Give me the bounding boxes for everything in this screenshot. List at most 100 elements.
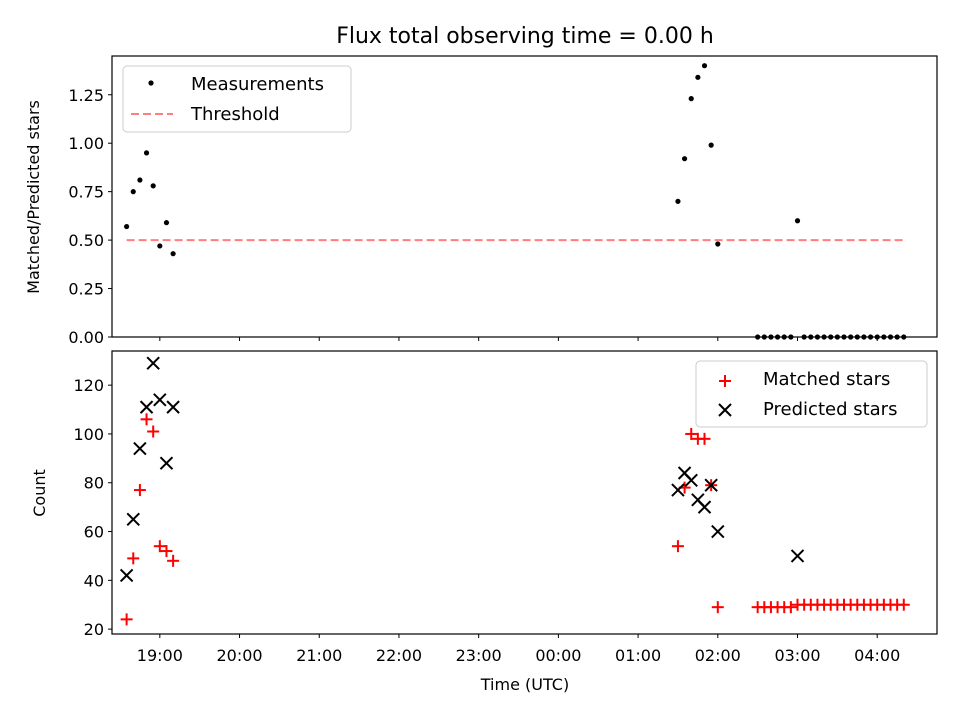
bottom-y-tick-label: 60: [84, 523, 104, 542]
measurement-point: [170, 251, 176, 257]
measurement-point: [867, 334, 874, 340]
measurement-point: [828, 334, 834, 340]
top-y-tick-label: 1.00: [68, 134, 104, 153]
bottom-legend: Matched stars Predicted stars: [695, 360, 928, 428]
measurement-point: [794, 218, 801, 224]
predicted-point: [711, 524, 725, 539]
x-tick-label: 23:00: [456, 646, 502, 665]
measurement-point: [755, 334, 761, 340]
measurement-point: [894, 334, 900, 340]
measurement-point: [808, 334, 814, 340]
top-x-ticks: [159, 337, 878, 341]
legend-measurements-label: Measurements: [191, 74, 324, 95]
top-series: [124, 63, 907, 340]
matched-point: [160, 545, 173, 558]
predicted-point: [704, 478, 718, 492]
top-panel: 0.00 0.25 0.50 0.75 1.00 1.25 Matched/Predict…: [24, 55, 938, 347]
bottom-y-ticks: 20 40 60 80 100 120: [73, 376, 112, 639]
bottom-series: [119, 356, 910, 626]
bottom-y-axis-label: Count: [30, 469, 49, 517]
x-tick-label: 21:00: [296, 646, 342, 665]
matched-point: [133, 484, 146, 497]
x-tick-label: 19:00: [137, 646, 183, 665]
predicted-point: [790, 549, 805, 563]
matched-point: [127, 552, 140, 565]
measurement-point: [708, 142, 714, 148]
top-y-tick-label: 0.75: [68, 183, 104, 202]
matched-point: [685, 427, 698, 440]
measurement-point: [715, 241, 721, 247]
predicted-point: [119, 568, 134, 583]
measurement-point: [801, 334, 807, 340]
top-y-tick-label: 0.50: [68, 231, 104, 250]
measurement-point: [143, 150, 150, 156]
bottom-legend-box: [695, 360, 928, 428]
measurement-point: [874, 334, 880, 340]
bottom-panel: 20 40 60 80 100 120 19:00 20:00 21:00 22:00 23:00…: [30, 350, 938, 694]
predicted-point: [166, 400, 180, 414]
x-tick-label: 03:00: [774, 646, 820, 665]
measurement-point: [675, 198, 681, 204]
measurement-point: [157, 243, 163, 249]
measurement-point: [854, 334, 860, 340]
predicted-point: [133, 441, 147, 456]
matched-point: [120, 613, 133, 626]
measurement-point: [163, 220, 170, 226]
legend-matched-marker: [719, 375, 731, 387]
legend-matched-label: Matched stars: [763, 369, 890, 390]
measurement-point: [761, 334, 767, 340]
legend-threshold-label: Threshold: [190, 104, 280, 125]
bottom-y-tick-label: 120: [73, 376, 104, 395]
measurement-point: [701, 63, 708, 69]
legend-predicted-marker: [718, 403, 732, 417]
x-tick-label: 22:00: [376, 646, 422, 665]
predicted-point: [139, 400, 154, 414]
bottom-y-tick-label: 100: [73, 425, 104, 444]
x-tick-label: 04:00: [854, 646, 900, 665]
predicted-point: [159, 456, 174, 470]
matched-point: [897, 598, 910, 611]
measurement-point: [688, 96, 694, 102]
bottom-x-ticks: 19:00 20:00 21:00 22:00 23:00 00:00 01:00 02:00…: [137, 634, 900, 665]
bottom-y-tick-label: 40: [84, 571, 104, 590]
top-y-tick-label: 0.25: [68, 280, 104, 299]
measurement-point: [788, 334, 794, 340]
legend-measurements-marker: [148, 80, 154, 86]
x-axis-label: Time (UTC): [480, 675, 569, 694]
matched-point: [167, 554, 180, 567]
top-y-tick-label: 1.25: [68, 86, 104, 105]
measurement-point: [681, 156, 688, 162]
measurement-point: [781, 334, 787, 340]
measurement-point: [695, 74, 701, 80]
measurement-point: [814, 334, 821, 340]
measurement-point: [150, 183, 156, 189]
top-legend: Measurements Threshold: [122, 65, 352, 133]
matched-point: [147, 425, 160, 438]
top-legend-box: [122, 65, 352, 133]
predicted-point: [671, 483, 685, 497]
top-y-ticks: 0.00 0.25 0.50 0.75 1.00 1.25: [68, 86, 112, 347]
matched-point: [671, 540, 684, 553]
bottom-y-tick-label: 20: [84, 620, 104, 639]
x-tick-label: 00:00: [535, 646, 581, 665]
predicted-point: [153, 393, 167, 407]
measurement-point: [848, 334, 854, 340]
top-y-tick-label: 0.00: [68, 328, 104, 347]
matched-point: [784, 601, 797, 614]
matched-point: [698, 432, 711, 445]
measurement-point: [774, 334, 781, 340]
bottom-y-tick-label: 80: [84, 474, 104, 493]
legend-predicted-label: Predicted stars: [763, 399, 897, 420]
predicted-point: [697, 500, 712, 514]
top-y-axis-label: Matched/Predicted stars: [24, 100, 43, 294]
measurement-point: [834, 334, 840, 340]
measurement-point: [130, 189, 136, 195]
measurement-point: [841, 334, 847, 340]
measurement-point: [137, 177, 143, 183]
predicted-point: [126, 512, 140, 527]
matched-point: [711, 601, 724, 614]
x-tick-label: 02:00: [695, 646, 741, 665]
predicted-point: [146, 356, 160, 370]
measurement-point: [124, 223, 130, 230]
